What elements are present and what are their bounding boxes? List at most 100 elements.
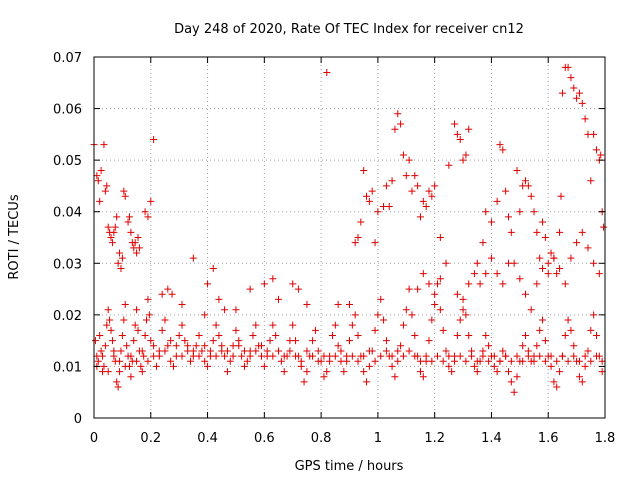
data-point xyxy=(456,136,464,144)
data-point xyxy=(556,264,564,272)
data-point xyxy=(252,321,260,329)
data-point xyxy=(561,331,569,339)
data-point xyxy=(595,270,603,278)
data-point xyxy=(539,316,547,324)
data-point xyxy=(167,337,175,345)
data-point xyxy=(419,373,427,381)
data-points xyxy=(90,63,608,396)
data-point xyxy=(445,352,453,360)
data-point xyxy=(374,311,382,319)
data-point xyxy=(269,321,277,329)
data-point xyxy=(354,331,362,339)
data-point xyxy=(144,357,152,365)
data-point xyxy=(275,347,283,355)
data-point xyxy=(431,290,439,298)
data-point xyxy=(320,352,328,360)
data-point xyxy=(581,352,589,360)
data-point xyxy=(167,357,175,365)
data-point xyxy=(470,362,478,370)
data-point xyxy=(303,301,311,309)
data-point xyxy=(351,311,359,319)
data-point xyxy=(232,306,240,314)
data-point xyxy=(311,326,319,334)
data-point xyxy=(399,352,407,360)
data-point xyxy=(346,301,353,309)
data-point xyxy=(575,357,583,365)
data-point xyxy=(557,192,565,200)
data-point xyxy=(476,280,484,288)
data-point xyxy=(527,306,535,314)
grid-lines xyxy=(94,57,605,418)
data-point xyxy=(592,146,600,154)
data-point xyxy=(147,337,155,345)
data-point xyxy=(114,383,122,391)
data-point xyxy=(204,280,212,288)
data-point xyxy=(462,151,470,159)
data-point xyxy=(425,187,433,195)
data-point xyxy=(334,301,342,309)
data-point xyxy=(399,321,407,329)
data-point xyxy=(363,192,371,200)
data-point xyxy=(570,342,578,350)
data-point xyxy=(439,357,447,365)
data-point xyxy=(419,270,427,278)
data-point xyxy=(123,342,131,350)
data-point xyxy=(172,342,180,350)
data-point xyxy=(275,295,283,303)
data-point xyxy=(479,352,487,360)
data-point xyxy=(113,213,121,221)
data-point xyxy=(240,362,248,370)
data-point xyxy=(331,321,339,329)
data-point xyxy=(133,249,141,257)
data-point xyxy=(522,290,530,298)
data-point xyxy=(371,326,379,334)
data-point xyxy=(127,352,135,360)
data-point xyxy=(411,352,419,360)
data-point xyxy=(487,218,495,226)
data-point xyxy=(300,378,308,386)
data-point xyxy=(547,352,555,360)
data-point xyxy=(408,187,416,195)
data-point xyxy=(309,352,317,360)
data-point xyxy=(169,362,177,370)
data-point xyxy=(155,352,163,360)
data-point xyxy=(578,378,586,386)
data-point xyxy=(360,352,368,360)
data-point xyxy=(99,352,107,360)
data-point xyxy=(598,357,606,365)
data-point xyxy=(597,151,605,159)
y-tick-label: 0.02 xyxy=(53,309,82,324)
data-point xyxy=(117,264,125,272)
data-point xyxy=(584,347,592,355)
data-point xyxy=(127,373,135,381)
data-point xyxy=(195,331,203,339)
data-point xyxy=(289,280,297,288)
data-point xyxy=(592,352,600,360)
x-tick-label: 0.2 xyxy=(140,431,161,446)
data-point xyxy=(556,228,564,236)
data-point xyxy=(558,352,566,360)
data-point xyxy=(553,270,561,278)
data-point xyxy=(453,130,461,138)
data-point xyxy=(131,321,139,329)
data-point xyxy=(181,337,189,345)
data-point xyxy=(292,337,300,345)
data-point xyxy=(513,166,521,174)
data-point xyxy=(539,218,547,226)
data-point xyxy=(388,362,396,370)
data-point xyxy=(120,187,128,195)
data-point xyxy=(303,347,311,355)
data-point xyxy=(266,337,274,345)
data-point xyxy=(456,316,464,324)
data-point xyxy=(107,234,115,241)
data-point xyxy=(541,234,549,241)
data-point xyxy=(133,357,141,365)
data-point xyxy=(544,270,552,278)
data-point xyxy=(131,239,139,247)
data-point xyxy=(212,352,220,360)
data-point xyxy=(150,136,158,144)
data-point xyxy=(215,331,223,339)
data-point xyxy=(416,213,424,221)
data-point xyxy=(368,187,376,195)
data-point xyxy=(564,316,572,324)
